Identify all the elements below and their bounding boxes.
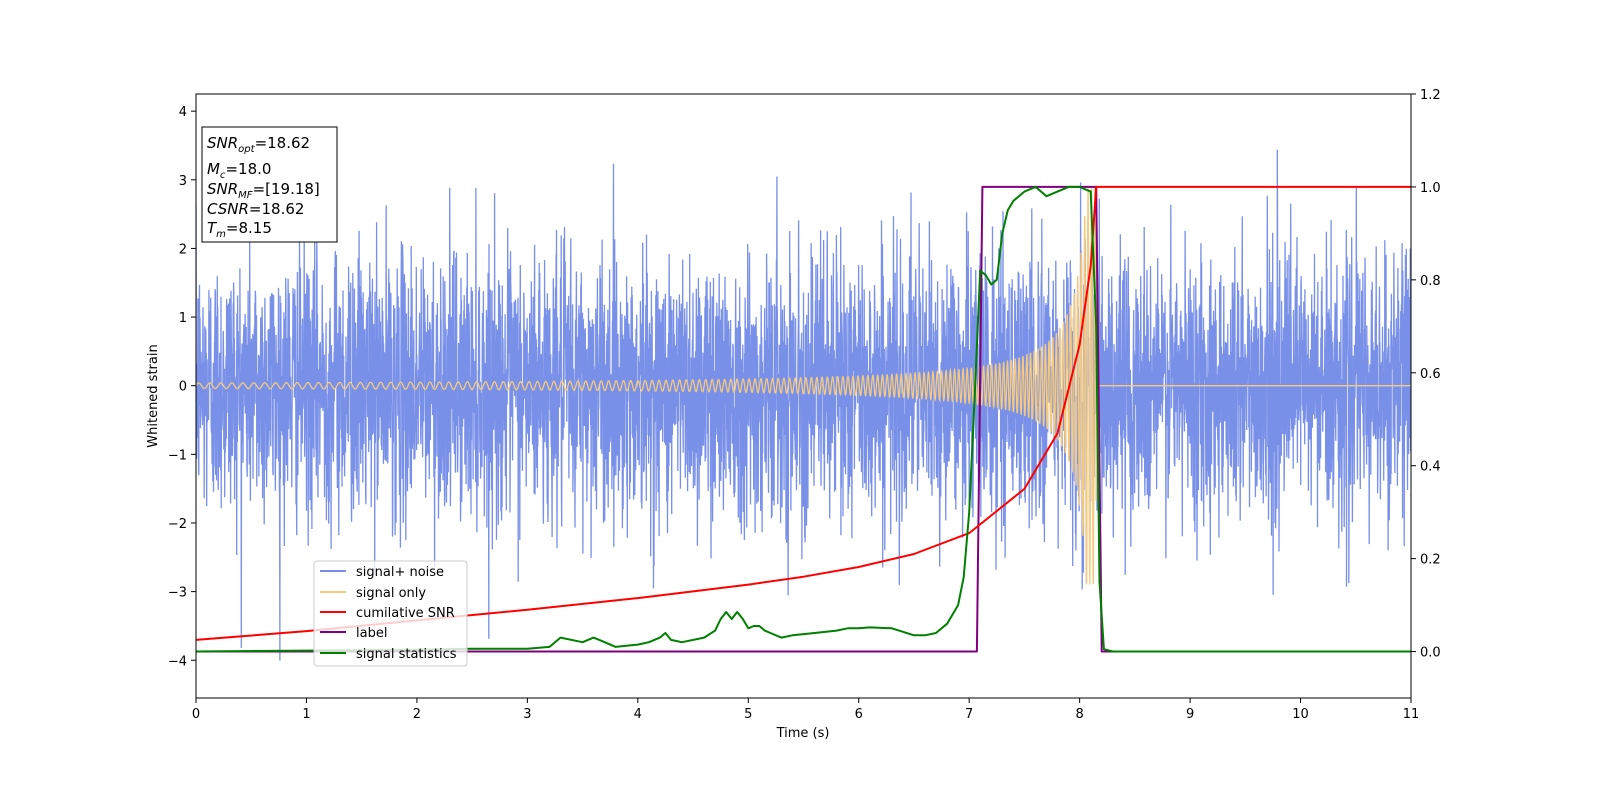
series-cumulative-snr	[196, 185, 1411, 641]
x-tick-label: 3	[523, 707, 531, 722]
info-tm: Tm=8.15	[207, 219, 272, 240]
x-tick-label: 6	[855, 707, 863, 722]
x-tick-label: 8	[1075, 707, 1083, 722]
left-y-tick-label: 3	[179, 174, 187, 189]
info-csnr: CSNR=18.62	[207, 200, 304, 218]
right-y-axis: 0.0 0.2 0.4 0.6 0.8 1.0 1.2	[1411, 88, 1441, 661]
x-tick-label: 9	[1186, 707, 1194, 722]
left-y-tick-label: 4	[179, 105, 187, 120]
info-snr-mf: SNRMF=[19.18]	[207, 180, 320, 201]
series-signal-only	[196, 186, 1411, 585]
legend-label-signal: signal only	[356, 586, 426, 601]
right-y-tick-label: 1.2	[1420, 88, 1441, 103]
y-axis-label: Whitened strain	[146, 344, 161, 447]
right-y-tick-label: 1.0	[1420, 181, 1441, 196]
plot-area-frame	[195, 93, 1412, 699]
right-y-tick-label: 0.0	[1420, 646, 1441, 661]
legend-item-noise: signal+ noise	[320, 565, 444, 580]
left-y-tick-label: −2	[168, 517, 187, 532]
legend-item-csnr: cumilative SNR	[320, 606, 455, 621]
legend-label-stats: signal statistics	[356, 647, 457, 662]
right-y-tick-label: 0.4	[1420, 460, 1441, 475]
legend-label-label: label	[356, 626, 387, 641]
right-y-tick-label: 0.6	[1420, 367, 1441, 382]
legend-frame	[313, 560, 468, 667]
legend-label-noise: signal+ noise	[356, 565, 444, 580]
x-tick-label: 4	[634, 707, 642, 722]
info-mc: Mc=18.0	[207, 160, 271, 181]
series-signal-statistics	[196, 185, 1411, 653]
legend-item-stats: signal statistics	[320, 647, 457, 662]
left-y-tick-label: 2	[179, 242, 187, 257]
legend-label-csnr: cumilative SNR	[356, 606, 455, 621]
left-y-axis: −4 −3 −2 −1 0 1 2 3 4	[168, 105, 196, 669]
info-box-frame	[201, 126, 338, 243]
x-axis: 0 1 2 3 4 5 6 7 8 9 10 11	[192, 698, 1419, 722]
x-tick-label: 5	[744, 707, 752, 722]
x-tick-label: 2	[413, 707, 421, 722]
x-tick-label: 1	[302, 707, 310, 722]
info-snr-opt: SNRopt=18.62	[207, 134, 310, 155]
series-layer	[196, 149, 1411, 661]
x-tick-label: 10	[1292, 707, 1309, 722]
right-y-tick-label: 0.8	[1420, 274, 1441, 289]
legend: signal+ noise signal only cumilative SNR…	[313, 560, 468, 667]
left-y-tick-label: 0	[179, 380, 187, 395]
legend-item-label: label	[320, 626, 387, 641]
left-y-tick-label: −3	[168, 586, 187, 601]
x-tick-label: 11	[1403, 707, 1420, 722]
x-axis-label: Time (s)	[776, 726, 830, 741]
right-y-tick-label: 0.2	[1420, 553, 1441, 568]
left-y-tick-label: 1	[179, 311, 187, 326]
left-y-tick-label: −1	[168, 448, 187, 463]
x-tick-label: 0	[192, 707, 200, 722]
info-box: SNRopt=18.62 Mc=18.0 SNRMF=[19.18] CSNR=…	[201, 126, 338, 243]
legend-item-signal: signal only	[320, 586, 426, 601]
series-signal-noise	[196, 149, 1411, 661]
x-tick-label: 7	[965, 707, 973, 722]
left-y-tick-label: −4	[168, 654, 187, 669]
